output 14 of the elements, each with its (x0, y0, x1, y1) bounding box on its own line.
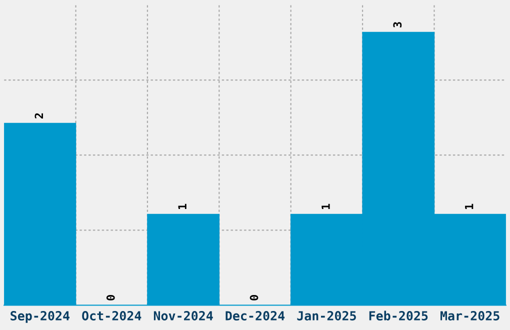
x-tick-label: Feb-2025 (369, 310, 428, 320)
data-label: 0 (106, 295, 115, 300)
data-label: 2 (34, 113, 43, 118)
x-tick-label: Jan-2025 (297, 311, 356, 320)
data-label: 1 (178, 204, 186, 210)
x-tick-label: Sep-2024 (10, 311, 70, 323)
data-label: 3 (393, 22, 402, 28)
data-label: 1 (465, 204, 474, 210)
x-tick-label: Mar-2025 (440, 311, 500, 320)
x-tick-label: Nov-2024 (154, 311, 213, 320)
x-tick-label: Dec-2024 (226, 311, 285, 320)
data-label: 0 (250, 295, 258, 300)
x-tick-label: Oct-2024 (82, 311, 142, 320)
data-label: 1 (322, 204, 330, 210)
